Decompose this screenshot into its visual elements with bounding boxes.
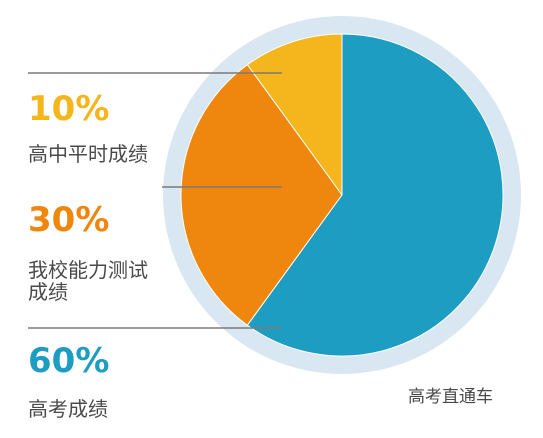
- pie-slice-1: [180, 64, 343, 326]
- slice-category-label: 我校能力测试 成绩: [28, 258, 148, 304]
- slice-category-label: 高考成绩: [28, 397, 108, 421]
- slice-percent-label: 60%: [28, 341, 110, 381]
- slice-percent-label: 30%: [28, 200, 110, 240]
- pie-slice-2: [246, 33, 504, 357]
- pie-slices: [180, 33, 504, 357]
- slice-percent-label: 10%: [28, 89, 110, 129]
- slice-category-label: 高中平时成绩: [28, 142, 148, 166]
- source-credit: 高考直通车: [408, 387, 493, 407]
- pie-slice-0: [246, 33, 343, 197]
- leader-lines: [28, 72, 282, 329]
